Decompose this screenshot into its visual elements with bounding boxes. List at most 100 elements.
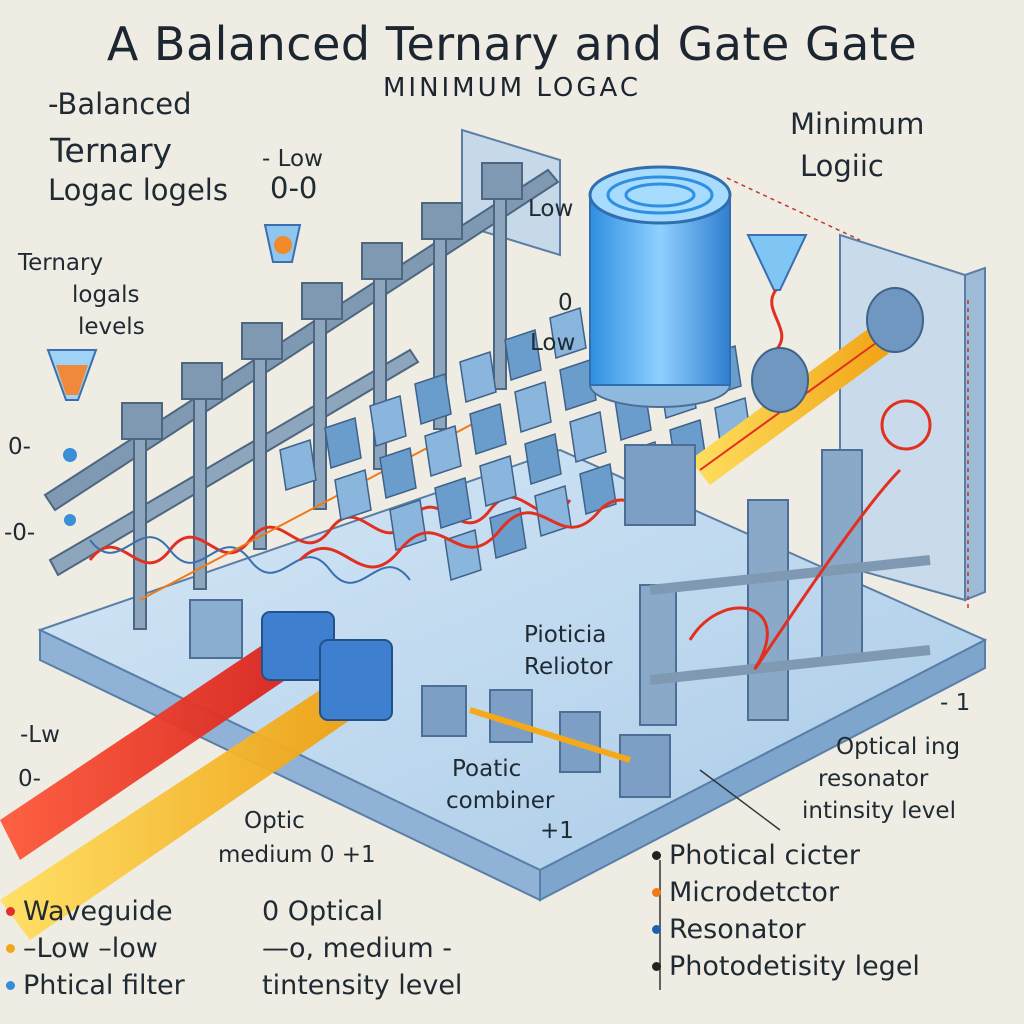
- filter-fin: [459, 351, 497, 403]
- label-reliotor: Reliotor: [524, 654, 613, 680]
- label-low-top: - Low: [262, 146, 323, 172]
- filter-fin: [444, 529, 482, 581]
- resonator-frame: [639, 287, 932, 726]
- label-balanced: -Balanced: [48, 87, 192, 121]
- rail-post-cap: [121, 402, 163, 440]
- label-combiner: combiner: [446, 788, 555, 814]
- legend-label: Microdetctor: [669, 877, 840, 908]
- filter-fin: [549, 307, 587, 359]
- legend-label: 0 Optical: [262, 896, 384, 927]
- label-logiic: Logiic: [800, 149, 884, 183]
- legend-row: 0 Optical: [262, 896, 462, 927]
- funnel-icon-top: [263, 224, 302, 263]
- legend-dot: [652, 962, 661, 971]
- filter-funnel-right: [746, 234, 808, 362]
- legend-row: –Low –low: [6, 933, 185, 964]
- label-medium-range: medium 0 +1: [218, 842, 376, 868]
- callout-lines: [726, 177, 969, 610]
- label-minus-one: - 1: [940, 690, 971, 716]
- rail-post-cap: [361, 242, 403, 280]
- legend-row: Waveguide: [6, 896, 185, 927]
- filter-fin: [434, 477, 472, 529]
- filter-fin: [514, 381, 552, 433]
- label-minimum: Minimum: [790, 107, 925, 141]
- label-optical-ing: Optical ing: [836, 734, 961, 760]
- legend-label: Photical cicter: [669, 840, 860, 871]
- filter-fin: [414, 373, 452, 425]
- filter-fin: [424, 425, 462, 477]
- filter-fin: [324, 417, 362, 469]
- label-zero-b: -0-: [4, 520, 36, 546]
- legend-dot: [6, 981, 15, 990]
- legend-dot: [652, 851, 661, 860]
- filter-fin: [579, 463, 617, 515]
- label-zero-a: 0-: [8, 434, 31, 460]
- rail-post-cap: [241, 322, 283, 360]
- rail-post-cap: [301, 282, 343, 320]
- legend-label: –Low –low: [23, 933, 158, 964]
- filter-fin: [479, 455, 517, 507]
- label-resonator: resonator: [818, 766, 929, 792]
- label-logac-logels: Logac logels: [48, 173, 228, 207]
- input-beam-red: [0, 640, 300, 860]
- legend-dot: [6, 907, 15, 916]
- legend-dot: [652, 925, 661, 934]
- label-zero-mid: 0: [558, 290, 573, 316]
- helix-waves: [88, 419, 572, 601]
- legend-row: Phtical filter: [6, 970, 185, 1001]
- filter-fin: [369, 395, 407, 447]
- legend-row: Microdetctor: [652, 877, 920, 908]
- filter-fin: [334, 469, 372, 521]
- rail-post-cap: [481, 162, 523, 200]
- legend-row: Photical cicter: [652, 840, 920, 871]
- label-ternary-levels: Ternary: [18, 250, 104, 276]
- page-title: A Balanced Ternary and Gate Gate: [106, 17, 918, 71]
- filter-fin: [489, 507, 527, 559]
- combiner-couplers: [189, 444, 696, 798]
- cylinder-resonator: [588, 165, 732, 408]
- filter-funnel-left: [46, 349, 98, 526]
- label-ternary: Ternary: [50, 131, 173, 170]
- rail-post-cap: [421, 202, 463, 240]
- rail-post-leg: [313, 318, 327, 510]
- legend-row: Resonator: [652, 914, 920, 945]
- rail-post-cap: [181, 362, 223, 400]
- filter-fin: [469, 403, 507, 455]
- filter-fin: [569, 411, 607, 463]
- filter-fin: [559, 359, 597, 411]
- legend-label: Phtical filter: [23, 970, 185, 1001]
- label-logals: logals: [72, 282, 140, 308]
- label-plus-one: +1: [540, 818, 574, 844]
- legend-label: Resonator: [669, 914, 806, 945]
- page-subtitle: MINIMUM LOGAC: [382, 73, 642, 103]
- label-intensity-level: intinsity level: [802, 798, 956, 824]
- legend-label: —o, medium -: [262, 933, 452, 964]
- legend-row: Photodetisity legel: [652, 951, 920, 982]
- filter-wave: [298, 498, 682, 569]
- legend-dot: [652, 888, 661, 897]
- legend-row: tintensity level: [262, 970, 462, 1001]
- label-zero-left: 0-: [18, 766, 41, 792]
- legend-label: Photodetisity legel: [669, 951, 920, 982]
- label-poatic: Poatic: [452, 756, 522, 782]
- legend-mid: 0 Optical —o, medium - tintensity level: [262, 896, 462, 1007]
- legend-label: tintensity level: [262, 970, 463, 1001]
- legend-right: Photical cicter Microdetctor Resonator Phot…: [652, 840, 920, 988]
- label-optic: Optic: [244, 808, 305, 834]
- input-beam-yellow: [0, 690, 350, 940]
- filter-fin: [524, 433, 562, 485]
- filter-fin: [534, 485, 572, 537]
- label-pioticia: Pioticia: [524, 622, 607, 648]
- rail-post-leg: [253, 358, 267, 550]
- filter-fin: [504, 329, 542, 381]
- legend-dot: [6, 944, 15, 953]
- filter-fin: [389, 499, 427, 551]
- label-zero-zero: 0-0: [270, 171, 318, 205]
- legend-left: Waveguide –Low –low Phtical filter: [6, 896, 185, 1007]
- legend-row: —o, medium -: [262, 933, 462, 964]
- rail-post-leg: [493, 198, 507, 390]
- label-lw: -Lw: [20, 722, 60, 748]
- label-levels: levels: [78, 314, 145, 340]
- legend-label: Waveguide: [23, 896, 173, 927]
